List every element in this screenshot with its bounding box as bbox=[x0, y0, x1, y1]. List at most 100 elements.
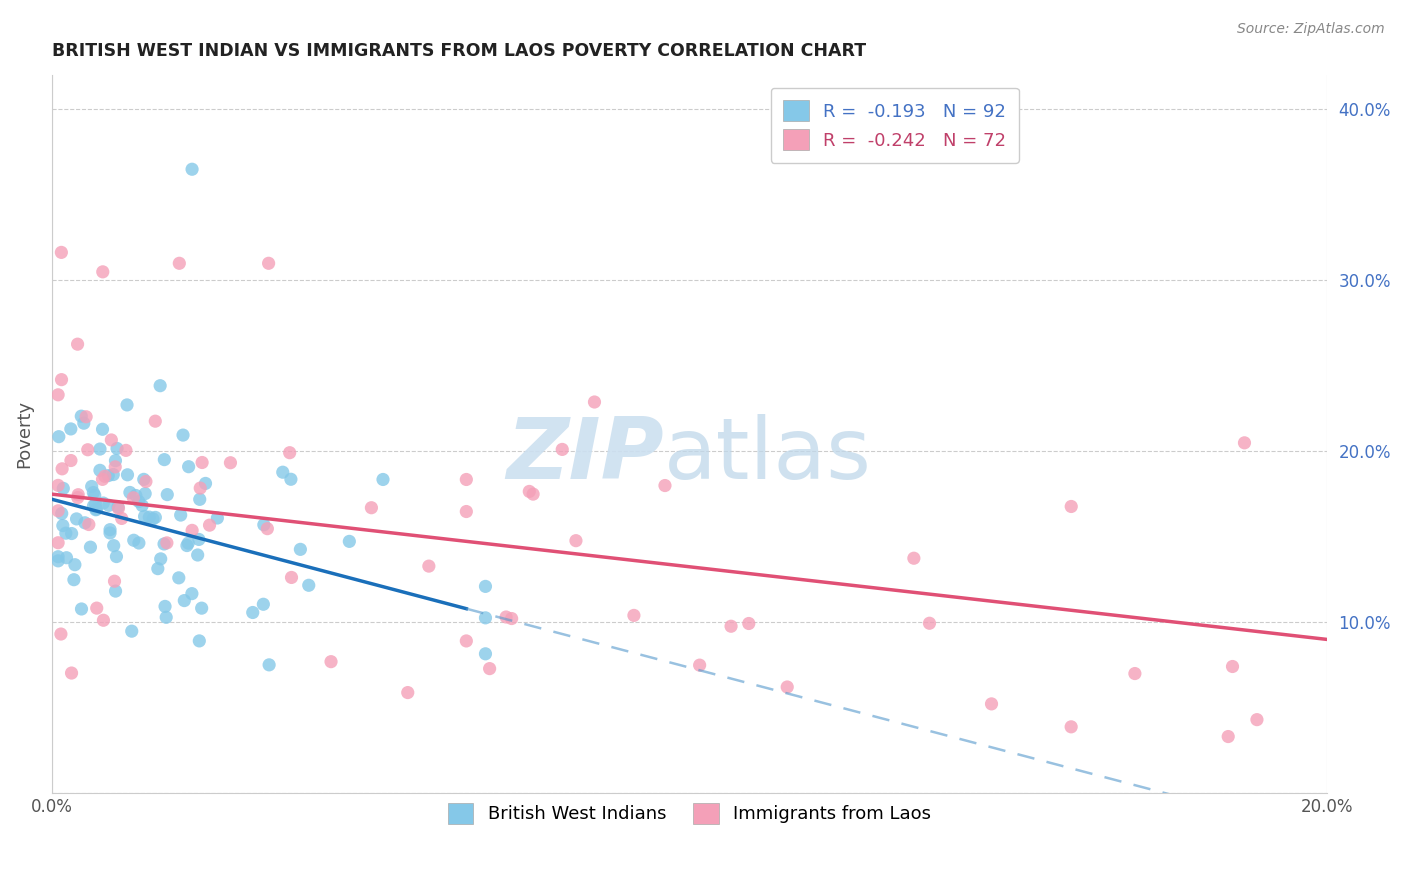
Point bbox=[111, 511, 134, 525]
Point bbox=[52, 482, 75, 496]
Point bbox=[654, 478, 676, 492]
Point bbox=[46, 535, 69, 549]
Point bbox=[371, 473, 394, 487]
Point bbox=[60, 526, 83, 541]
Point bbox=[51, 245, 73, 260]
Point bbox=[623, 608, 645, 623]
Point bbox=[121, 624, 143, 639]
Point bbox=[1060, 500, 1083, 514]
Point bbox=[82, 485, 104, 500]
Point bbox=[51, 373, 73, 387]
Point bbox=[156, 536, 179, 550]
Point bbox=[207, 511, 229, 525]
Point bbox=[132, 472, 155, 486]
Point bbox=[75, 409, 97, 424]
Point bbox=[103, 467, 125, 482]
Point bbox=[918, 616, 941, 631]
Point bbox=[134, 486, 156, 500]
Y-axis label: Poverty: Poverty bbox=[15, 401, 32, 468]
Point bbox=[105, 442, 128, 456]
Point bbox=[278, 446, 301, 460]
Point bbox=[83, 488, 105, 502]
Point bbox=[418, 559, 440, 574]
Point bbox=[65, 512, 87, 526]
Point bbox=[59, 422, 82, 436]
Point bbox=[194, 476, 217, 491]
Point bbox=[1060, 720, 1083, 734]
Point bbox=[191, 455, 214, 469]
Point bbox=[125, 489, 148, 503]
Point bbox=[107, 500, 129, 514]
Point bbox=[280, 570, 302, 584]
Point bbox=[156, 487, 179, 501]
Point bbox=[60, 666, 83, 681]
Point bbox=[146, 561, 169, 575]
Point bbox=[396, 685, 419, 699]
Point bbox=[198, 518, 221, 533]
Point bbox=[91, 472, 114, 486]
Point bbox=[115, 443, 138, 458]
Point bbox=[46, 388, 69, 402]
Point bbox=[257, 256, 280, 270]
Point bbox=[169, 256, 191, 270]
Point bbox=[1222, 659, 1244, 673]
Point bbox=[55, 550, 77, 565]
Point bbox=[172, 428, 194, 442]
Point bbox=[176, 539, 198, 553]
Point bbox=[478, 662, 501, 676]
Point bbox=[565, 533, 588, 548]
Point bbox=[187, 548, 209, 562]
Legend: British West Indians, Immigrants from Laos: British West Indians, Immigrants from La… bbox=[437, 792, 942, 835]
Point bbox=[117, 467, 139, 482]
Point bbox=[522, 487, 544, 501]
Point bbox=[55, 526, 77, 541]
Point bbox=[52, 518, 75, 533]
Point bbox=[177, 459, 200, 474]
Point bbox=[187, 533, 209, 547]
Point bbox=[103, 574, 125, 589]
Point bbox=[456, 473, 478, 487]
Text: BRITISH WEST INDIAN VS IMMIGRANTS FROM LAOS POVERTY CORRELATION CHART: BRITISH WEST INDIAN VS IMMIGRANTS FROM L… bbox=[52, 42, 866, 60]
Point bbox=[89, 442, 111, 456]
Point bbox=[93, 613, 115, 627]
Point bbox=[689, 658, 711, 673]
Point bbox=[51, 462, 73, 476]
Point bbox=[105, 549, 128, 564]
Point bbox=[76, 442, 98, 457]
Point bbox=[188, 481, 211, 495]
Point bbox=[219, 456, 242, 470]
Point bbox=[46, 554, 69, 568]
Point bbox=[66, 337, 89, 351]
Point bbox=[70, 602, 93, 616]
Point bbox=[319, 655, 342, 669]
Point bbox=[59, 453, 82, 467]
Point bbox=[1218, 730, 1240, 744]
Point bbox=[337, 534, 360, 549]
Point bbox=[153, 599, 176, 614]
Point bbox=[149, 378, 172, 392]
Point bbox=[86, 502, 108, 516]
Point bbox=[131, 499, 153, 513]
Point bbox=[167, 571, 190, 585]
Point bbox=[63, 558, 86, 572]
Text: atlas: atlas bbox=[664, 414, 872, 498]
Point bbox=[153, 537, 176, 551]
Point bbox=[1246, 713, 1268, 727]
Point bbox=[474, 611, 496, 625]
Point bbox=[474, 647, 496, 661]
Point bbox=[1123, 666, 1146, 681]
Point bbox=[48, 430, 70, 444]
Point bbox=[98, 525, 121, 540]
Point bbox=[501, 611, 523, 625]
Point bbox=[91, 265, 114, 279]
Point bbox=[177, 536, 200, 550]
Point bbox=[51, 507, 73, 521]
Point bbox=[70, 409, 93, 424]
Point bbox=[97, 468, 120, 483]
Point bbox=[122, 491, 145, 505]
Point bbox=[46, 504, 69, 518]
Point bbox=[149, 552, 172, 566]
Point bbox=[135, 475, 157, 489]
Point bbox=[720, 619, 742, 633]
Point bbox=[256, 522, 278, 536]
